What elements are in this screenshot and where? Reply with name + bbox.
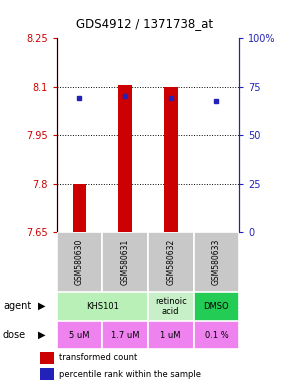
- Text: GDS4912 / 1371738_at: GDS4912 / 1371738_at: [77, 17, 213, 30]
- Bar: [40, 352, 54, 364]
- Text: ▶: ▶: [38, 301, 46, 311]
- Text: GSM580633: GSM580633: [212, 239, 221, 285]
- Text: agent: agent: [3, 301, 31, 311]
- Bar: [148, 232, 194, 292]
- Text: 5 uM: 5 uM: [69, 331, 90, 339]
- Text: GSM580632: GSM580632: [166, 239, 175, 285]
- Bar: [57, 292, 148, 321]
- Text: GSM580631: GSM580631: [121, 239, 130, 285]
- Text: DMSO: DMSO: [204, 302, 229, 311]
- Bar: [194, 232, 239, 292]
- Text: dose: dose: [3, 330, 26, 340]
- Bar: [194, 321, 239, 349]
- Bar: [164, 87, 177, 232]
- Text: ▶: ▶: [38, 330, 46, 340]
- Text: transformed count: transformed count: [59, 353, 137, 362]
- Bar: [102, 321, 148, 349]
- Bar: [148, 321, 194, 349]
- Bar: [57, 321, 102, 349]
- Text: percentile rank within the sample: percentile rank within the sample: [59, 370, 201, 379]
- Bar: [40, 368, 54, 381]
- Bar: [194, 292, 239, 321]
- Bar: [148, 292, 194, 321]
- Text: 0.1 %: 0.1 %: [204, 331, 228, 339]
- Bar: [118, 85, 132, 232]
- Bar: [72, 184, 86, 232]
- Text: retinoic
acid: retinoic acid: [155, 296, 186, 316]
- Bar: [102, 232, 148, 292]
- Bar: [57, 232, 102, 292]
- Text: 1 uM: 1 uM: [160, 331, 181, 339]
- Text: GSM580630: GSM580630: [75, 239, 84, 285]
- Text: KHS101: KHS101: [86, 302, 119, 311]
- Text: 1.7 uM: 1.7 uM: [111, 331, 139, 339]
